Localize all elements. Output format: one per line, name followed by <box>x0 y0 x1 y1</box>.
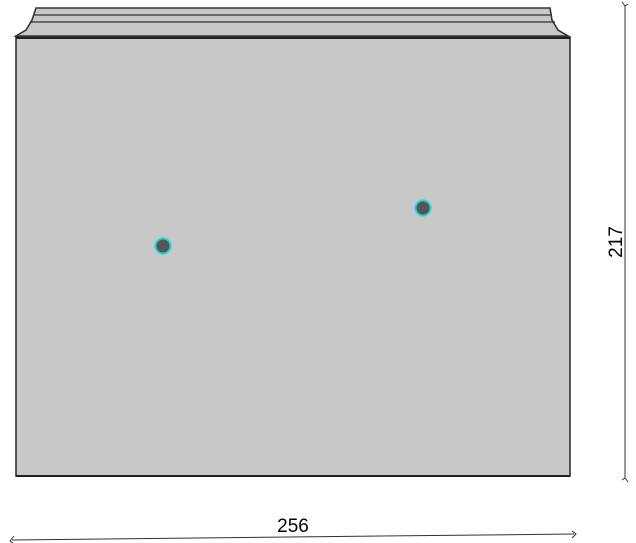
height-dimension-tick-bottom <box>621 477 629 483</box>
width-dimension-tick-right <box>571 530 577 539</box>
main-panel <box>15 36 571 477</box>
width-dimension-label: 256 <box>277 516 309 537</box>
height-dimension-label: 217 <box>606 226 627 258</box>
left-hole <box>154 237 172 255</box>
right-hole <box>414 199 432 217</box>
width-dimension-line <box>11 533 575 541</box>
height-dimension-tick-top <box>621 1 629 7</box>
width-dimension-tick-left <box>9 535 15 543</box>
